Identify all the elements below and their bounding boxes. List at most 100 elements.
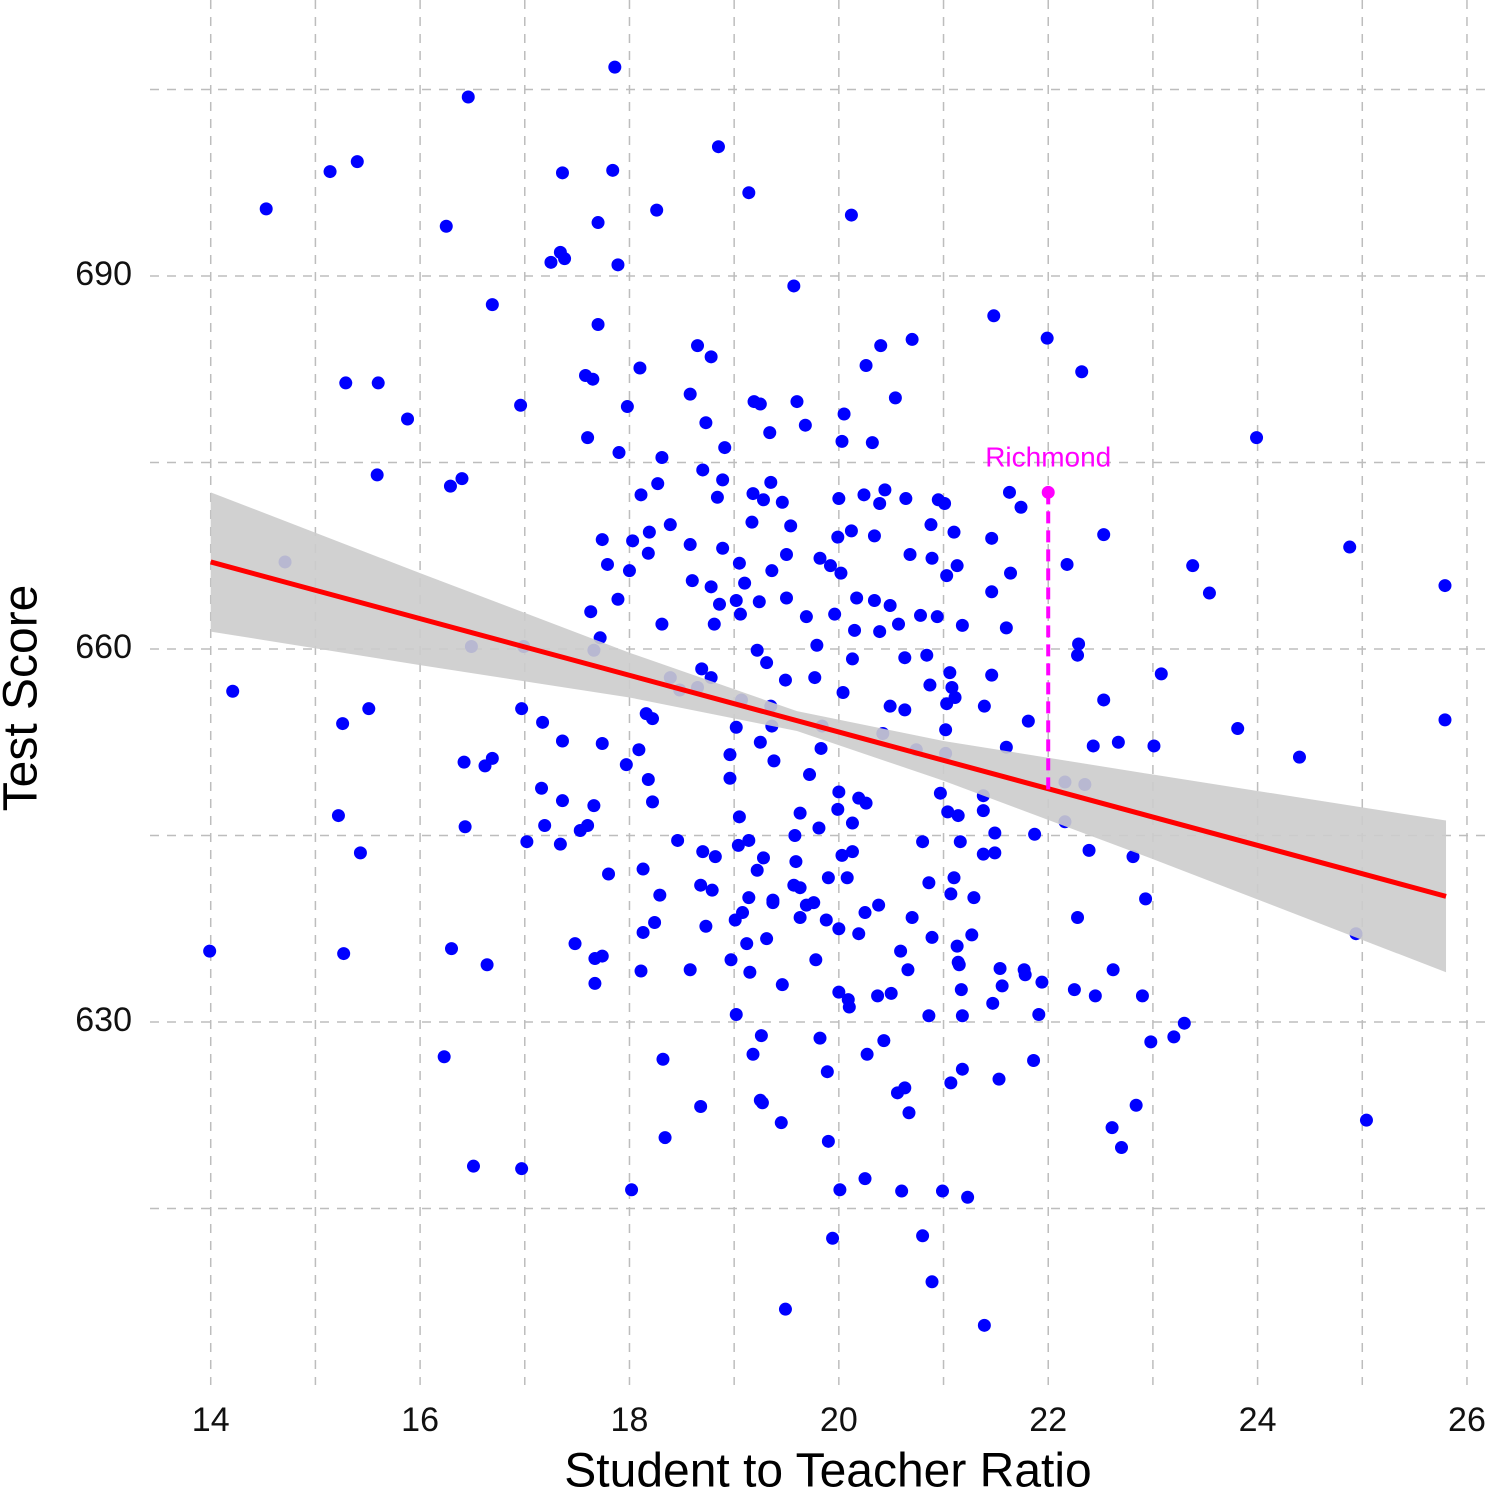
x-axis-title: Student to Teacher Ratio	[564, 1445, 1091, 1498]
point	[837, 407, 851, 421]
point	[485, 298, 499, 312]
point	[1167, 1030, 1181, 1044]
point	[760, 656, 774, 670]
point	[793, 881, 807, 895]
point	[999, 621, 1013, 635]
x-tick-label: 26	[1448, 1401, 1486, 1439]
point	[553, 837, 567, 851]
point	[602, 867, 616, 881]
point	[987, 309, 1001, 323]
point	[1139, 892, 1153, 906]
point	[809, 953, 823, 967]
point	[914, 608, 927, 622]
point	[967, 891, 981, 905]
point	[732, 556, 746, 570]
point	[1071, 911, 1085, 925]
point	[1032, 1008, 1046, 1022]
point	[950, 559, 964, 573]
point	[646, 795, 659, 809]
point	[1086, 739, 1100, 753]
point	[898, 651, 912, 665]
point	[1027, 1054, 1041, 1068]
point	[756, 493, 770, 507]
point	[760, 932, 774, 946]
point	[941, 805, 955, 819]
point	[780, 591, 793, 605]
point	[683, 387, 697, 401]
point	[691, 339, 705, 353]
point	[634, 964, 648, 978]
point	[611, 258, 625, 272]
point	[437, 1050, 451, 1064]
point	[1202, 586, 1216, 600]
point	[888, 391, 902, 405]
point	[872, 898, 886, 912]
point	[778, 673, 792, 687]
point	[591, 216, 605, 230]
point	[763, 426, 777, 440]
point	[986, 996, 1000, 1010]
point	[753, 735, 767, 749]
point	[859, 796, 873, 810]
point	[798, 418, 812, 432]
point	[683, 963, 697, 977]
point	[1250, 431, 1264, 445]
point	[1105, 1121, 1119, 1135]
point	[903, 547, 917, 561]
point	[626, 534, 640, 548]
point	[581, 819, 595, 833]
point	[520, 835, 534, 849]
point	[767, 754, 781, 768]
point	[965, 928, 979, 942]
point	[764, 475, 778, 489]
point	[832, 985, 846, 999]
point	[857, 488, 871, 502]
point	[683, 538, 697, 552]
point	[653, 888, 667, 902]
point	[793, 911, 807, 925]
point	[955, 618, 969, 632]
point	[944, 887, 958, 901]
point	[746, 1047, 760, 1061]
point	[823, 559, 837, 573]
point	[663, 518, 677, 532]
point	[716, 541, 730, 555]
point	[724, 953, 738, 967]
point	[985, 585, 999, 599]
point	[655, 451, 669, 465]
point	[738, 576, 752, 590]
point	[728, 913, 742, 927]
point	[844, 208, 858, 222]
point	[810, 638, 824, 652]
point	[901, 963, 915, 977]
point	[641, 546, 655, 560]
point	[608, 60, 622, 74]
point	[951, 809, 965, 823]
point	[600, 557, 614, 571]
point	[1002, 485, 1016, 499]
point	[568, 937, 582, 951]
point	[833, 1183, 847, 1197]
point	[650, 203, 664, 217]
point	[718, 441, 732, 455]
point	[514, 398, 528, 412]
point	[694, 878, 708, 892]
point	[544, 255, 558, 269]
point	[874, 339, 888, 353]
point	[1154, 667, 1168, 681]
point	[752, 595, 766, 609]
point	[588, 976, 602, 990]
point	[807, 896, 821, 910]
point	[985, 668, 999, 682]
point	[952, 958, 966, 972]
point	[1438, 713, 1452, 727]
point	[708, 850, 722, 864]
point	[808, 671, 822, 685]
point	[704, 350, 718, 364]
point	[883, 598, 897, 612]
point	[558, 252, 572, 266]
point	[892, 617, 906, 631]
point	[729, 1008, 743, 1022]
y-tick-label: 690	[75, 255, 132, 293]
point	[1028, 827, 1042, 841]
